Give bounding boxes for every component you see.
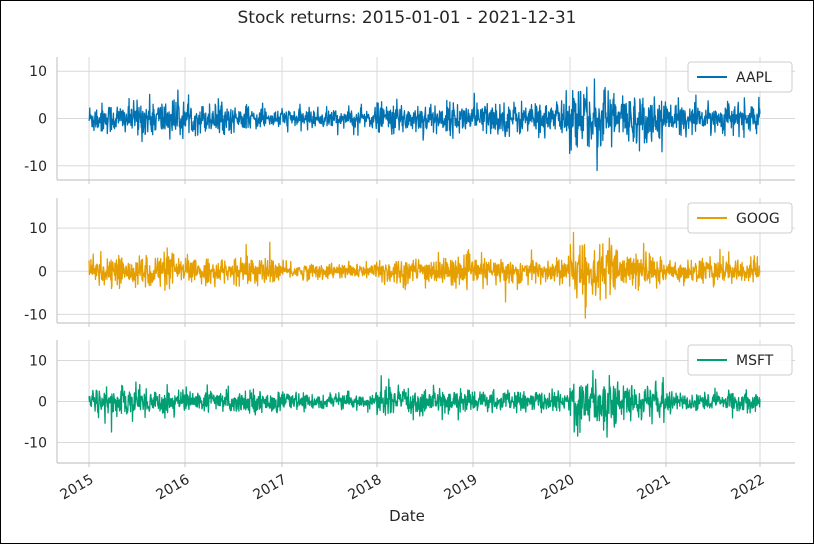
y-tick-label: -10 [24, 436, 47, 452]
series-line-msft [88, 369, 761, 438]
y-tick-label: -10 [24, 307, 47, 323]
panel-goog: 10 0 -10 GOOG [24, 198, 795, 327]
x-tick-label: 2022 [729, 472, 768, 504]
x-axis-label: Date [389, 507, 425, 525]
y-tick-label: 10 [29, 64, 47, 80]
x-tick-label: 2015 [58, 472, 97, 504]
x-tick-label: 2017 [251, 472, 290, 504]
legend-label: GOOG [736, 211, 780, 227]
y-tick-label: 10 [29, 221, 47, 237]
y-tick-label: 0 [38, 395, 47, 411]
x-tick-label: 2021 [635, 472, 674, 504]
series-line-aapl [88, 78, 761, 172]
y-tick-label: 10 [29, 354, 47, 370]
legend-box [687, 344, 793, 376]
x-tick-label: 2018 [346, 472, 385, 504]
panel-aapl: 10 0 -10 AAPL [24, 57, 795, 184]
y-tick-label: 0 [38, 264, 47, 280]
legend-label: AAPL [736, 70, 772, 86]
legend-label: MSFT [736, 353, 774, 369]
chart-title: Stock returns: 2015-01-01 - 2021-12-31 [237, 8, 577, 28]
legend-box [687, 202, 793, 234]
panel-msft: 10 0 -10 MSFT [24, 340, 795, 467]
x-tick-label: 2019 [442, 472, 481, 504]
y-tick-label: 0 [38, 112, 47, 128]
legend-box [687, 61, 793, 93]
series-line-goog [88, 231, 761, 319]
y-tick-label: -10 [24, 159, 47, 175]
x-tick-label: 2016 [154, 472, 193, 504]
x-tick-label: 2020 [539, 472, 578, 504]
